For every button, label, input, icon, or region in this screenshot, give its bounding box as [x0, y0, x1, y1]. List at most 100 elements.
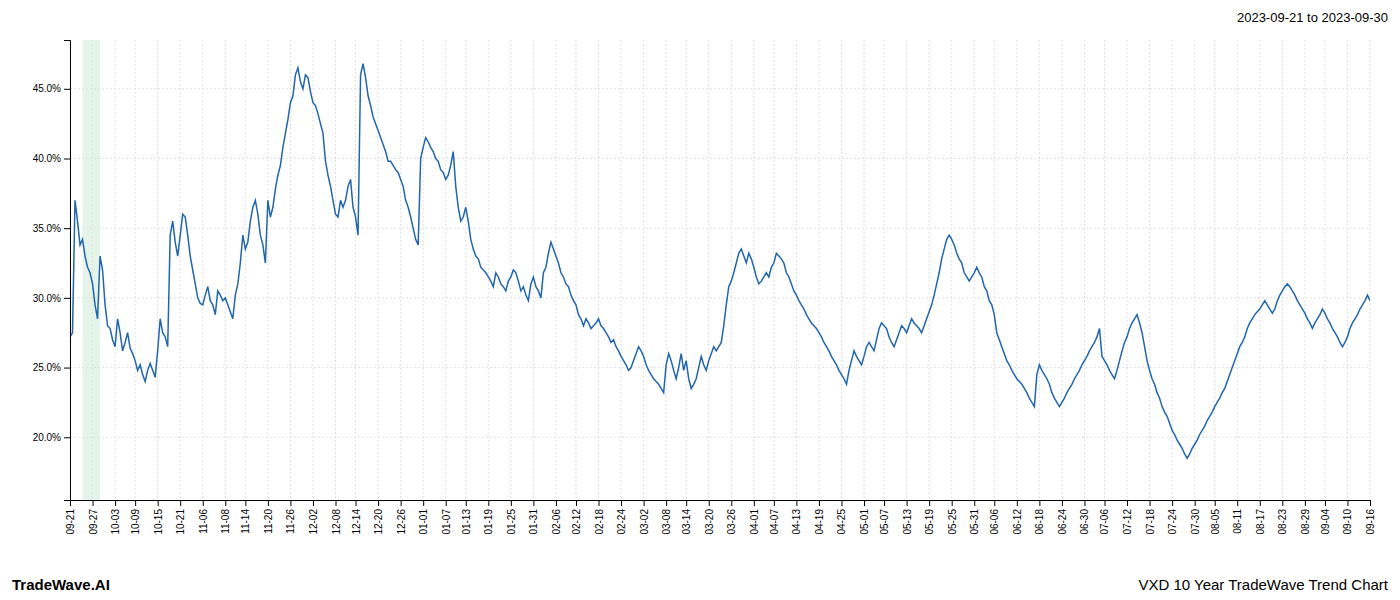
- tick-label: 07-30: [1190, 509, 1201, 535]
- tick: 08-11: [1232, 500, 1243, 534]
- tick-mark: [1104, 500, 1105, 506]
- tick-label: 05-13: [902, 509, 913, 535]
- tick-label: 10-03: [110, 509, 121, 535]
- tick: 07-24: [1167, 500, 1178, 535]
- tick-label: 04-19: [814, 509, 825, 535]
- tick: 05-31: [969, 500, 980, 535]
- grid-line: [400, 40, 401, 500]
- tick-mark: [1017, 500, 1018, 506]
- grid-line: [643, 40, 644, 500]
- tick-label: 01-31: [528, 509, 539, 535]
- tick-label: 06-18: [1034, 509, 1045, 535]
- tick: 06-06: [989, 500, 1000, 535]
- tick: 05-07: [879, 500, 890, 535]
- annotation: TradeWave.AI: [12, 576, 110, 593]
- tick-mark: [884, 500, 885, 506]
- tick: 12-26: [396, 500, 407, 535]
- tick-label: 09-27: [88, 509, 99, 535]
- tick-mark: [1084, 500, 1085, 506]
- tick: 02-12: [571, 500, 582, 535]
- tick-mark: [576, 500, 577, 506]
- tick-mark: [488, 500, 489, 506]
- tick-label: 06-06: [989, 509, 1000, 535]
- grid-line: [423, 40, 424, 500]
- tick-label: 30.0%: [33, 293, 61, 304]
- tick-mark: [268, 500, 269, 506]
- grid-line: [773, 40, 774, 500]
- tick-label: 12-26: [396, 509, 407, 535]
- tick-mark: [709, 500, 710, 506]
- title: 2023-09-21 to 2023-09-30: [1237, 10, 1388, 25]
- tick-mark: [533, 500, 534, 506]
- tick-mark: [511, 500, 512, 506]
- tick-label: 07-18: [1145, 509, 1156, 535]
- tick-mark: [1172, 500, 1173, 506]
- tick-mark: [819, 500, 820, 506]
- chart: 20.0%25.0%30.0%35.0%40.0%45.0%09-2109-27…: [0, 0, 1400, 600]
- grid-line: [1016, 40, 1017, 500]
- tick: 10-03: [110, 500, 121, 535]
- grid-line: [906, 40, 907, 500]
- tick-mark: [313, 500, 314, 506]
- tick: 05-01: [859, 500, 870, 535]
- tick-label: 11-08: [220, 509, 231, 534]
- tick-label: 01-01: [418, 509, 429, 535]
- tick: 45.0%: [33, 83, 70, 94]
- tick-mark: [644, 500, 645, 506]
- tick-mark: [158, 500, 159, 506]
- tick: 20.0%: [33, 432, 70, 443]
- tick-mark: [115, 500, 116, 506]
- grid-line: [708, 40, 709, 500]
- tick-mark: [1150, 500, 1151, 506]
- tick-label: 07-24: [1167, 509, 1178, 535]
- tick-mark: [1282, 500, 1283, 506]
- grid-line: [731, 40, 732, 500]
- grid-line: [135, 40, 136, 500]
- tick-label: 02-24: [616, 509, 627, 535]
- grid-line: [1084, 40, 1085, 500]
- tick: 05-13: [902, 500, 913, 535]
- tick: 08-05: [1210, 500, 1221, 535]
- grid-line: [70, 228, 1370, 229]
- tick: 03-26: [726, 500, 737, 535]
- grid-line: [929, 40, 930, 500]
- tick-mark: [446, 500, 447, 506]
- tick: 06-30: [1079, 500, 1090, 535]
- tick-label: 05-07: [879, 509, 890, 535]
- grid-line: [1127, 40, 1128, 500]
- tick-label: 04-01: [749, 509, 760, 535]
- tick-label: 05-19: [924, 509, 935, 535]
- tick: 01-31: [528, 500, 539, 535]
- tick-mark: [64, 368, 70, 369]
- tick-label: 08-29: [1300, 509, 1311, 535]
- tick-mark: [686, 500, 687, 506]
- grid-line: [1061, 40, 1062, 500]
- grid-line: [225, 40, 226, 500]
- grid-line: [378, 40, 379, 500]
- tick-label: 05-01: [859, 509, 870, 535]
- tick: 03-20: [704, 500, 715, 535]
- grid-line: [951, 40, 952, 500]
- tick-mark: [666, 500, 667, 506]
- axis-line: [64, 41, 71, 501]
- grid-line: [70, 297, 1370, 298]
- tick: 11-26: [285, 500, 296, 534]
- tick: 08-29: [1300, 500, 1311, 535]
- tick-mark: [245, 500, 246, 506]
- tick-mark: [64, 89, 70, 90]
- tick-label: 01-25: [506, 509, 517, 535]
- tick-mark: [93, 500, 94, 506]
- tick: 06-18: [1034, 500, 1045, 535]
- tick-mark: [64, 437, 70, 438]
- tick: 07-30: [1190, 500, 1201, 535]
- plot: 20.0%25.0%30.0%35.0%40.0%45.0%09-2109-27…: [33, 40, 1376, 535]
- tick-mark: [754, 500, 755, 506]
- tick-label: 10-15: [153, 509, 164, 535]
- grid-line: [1282, 40, 1283, 500]
- axis-line: [71, 501, 1371, 507]
- tick-mark: [378, 500, 379, 506]
- tick-mark: [864, 500, 865, 506]
- tick-mark: [774, 500, 775, 506]
- grid-line: [335, 40, 336, 500]
- line: [70, 64, 1370, 458]
